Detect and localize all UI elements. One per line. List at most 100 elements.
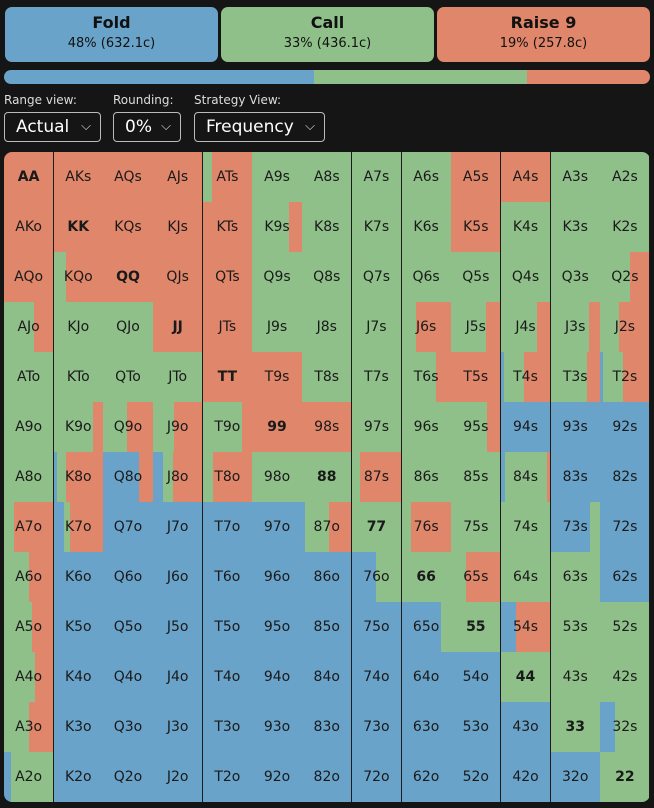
hand-cell-TT[interactable]: TT [202,352,253,403]
hand-cell-Q5s[interactable]: Q5s [451,252,502,303]
hand-cell-43o[interactable]: 43o [500,702,552,753]
hand-cell-32s[interactable]: 32s [600,702,650,753]
hand-cell-82s[interactable]: 82s [600,452,650,503]
hand-cell-44[interactable]: 44 [500,652,552,703]
hand-cell-42o[interactable]: 42o [500,752,552,802]
hand-cell-Q2s[interactable]: Q2s [600,252,650,303]
hand-cell-KJo[interactable]: KJo [53,302,104,353]
hand-cell-76s[interactable]: 76s [401,502,452,553]
hand-cell-A5s[interactable]: A5s [451,152,502,203]
hand-cell-QTs[interactable]: QTs [202,252,253,303]
hand-cell-K9o[interactable]: K9o [53,402,104,453]
hand-cell-J6s[interactable]: J6s [401,302,452,353]
hand-cell-J9o[interactable]: J9o [153,402,204,453]
hand-cell-A2s[interactable]: A2s [600,152,650,203]
hand-cell-QJo[interactable]: QJo [103,302,154,353]
hand-cell-92o[interactable]: 92o [252,752,303,802]
hand-cell-82o[interactable]: 82o [302,752,353,802]
hand-cell-QJs[interactable]: QJs [153,252,204,303]
hand-cell-72s[interactable]: 72s [600,502,650,553]
hand-cell-K3o[interactable]: K3o [53,702,104,753]
hand-cell-J9s[interactable]: J9s [252,302,303,353]
hand-cell-J6o[interactable]: J6o [153,552,204,603]
hand-cell-93o[interactable]: 93o [252,702,303,753]
hand-cell-J4s[interactable]: J4s [500,302,552,353]
hand-cell-J4o[interactable]: J4o [153,652,204,703]
hand-cell-K4s[interactable]: K4s [500,202,552,253]
hand-cell-ATo[interactable]: ATo [4,352,55,403]
hand-cell-KQo[interactable]: KQo [53,252,104,303]
hand-cell-65o[interactable]: 65o [401,602,452,653]
hand-cell-T6o[interactable]: T6o [202,552,253,603]
hand-cell-K2o[interactable]: K2o [53,752,104,802]
hand-cell-86s[interactable]: 86s [401,452,452,503]
hand-cell-95o[interactable]: 95o [252,602,303,653]
hand-cell-A8o[interactable]: A8o [4,452,55,503]
hand-cell-Q8o[interactable]: Q8o [103,452,154,503]
hand-cell-AQs[interactable]: AQs [103,152,154,203]
strategy-view-select[interactable]: Frequency ⌵ [194,112,325,142]
hand-cell-92s[interactable]: 92s [600,402,650,453]
hand-cell-J3o[interactable]: J3o [153,702,204,753]
hand-cell-J7o[interactable]: J7o [153,502,204,553]
hand-cell-KTs[interactable]: KTs [202,202,253,253]
hand-cell-JTo[interactable]: JTo [153,352,204,403]
hand-cell-32o[interactable]: 32o [550,752,601,802]
hand-cell-A8s[interactable]: A8s [302,152,353,203]
hand-cell-K8o[interactable]: K8o [53,452,104,503]
hand-cell-64s[interactable]: 64s [500,552,552,603]
hand-cell-J8o[interactable]: J8o [153,452,204,503]
hand-cell-AJs[interactable]: AJs [153,152,204,203]
hand-cell-T5o[interactable]: T5o [202,602,253,653]
hand-cell-A3s[interactable]: A3s [550,152,601,203]
hand-cell-J8s[interactable]: J8s [302,302,353,353]
hand-cell-52o[interactable]: 52o [451,752,502,802]
hand-cell-74s[interactable]: 74s [500,502,552,553]
hand-cell-QTo[interactable]: QTo [103,352,154,403]
range-view-select[interactable]: Actual ⌵ [4,112,101,142]
hand-cell-T3o[interactable]: T3o [202,702,253,753]
hand-cell-QQ[interactable]: QQ [103,252,154,303]
hand-cell-A2o[interactable]: A2o [4,752,55,802]
hand-cell-KK[interactable]: KK [53,202,104,253]
hand-cell-K9s[interactable]: K9s [252,202,303,253]
hand-cell-Q5o[interactable]: Q5o [103,602,154,653]
hand-cell-Q7o[interactable]: Q7o [103,502,154,553]
hand-cell-J7s[interactable]: J7s [351,302,403,353]
hand-cell-83o[interactable]: 83o [302,702,353,753]
fold-action-card[interactable]: Fold 48% (632.1c) [5,7,218,62]
hand-cell-K7o[interactable]: K7o [53,502,104,553]
hand-cell-Q6s[interactable]: Q6s [401,252,452,303]
hand-cell-52s[interactable]: 52s [600,602,650,653]
rounding-select[interactable]: 0% ⌵ [113,112,181,142]
hand-cell-74o[interactable]: 74o [351,652,403,703]
hand-cell-88[interactable]: 88 [302,452,353,503]
hand-cell-63o[interactable]: 63o [401,702,452,753]
hand-cell-AKs[interactable]: AKs [53,152,104,203]
hand-cell-62o[interactable]: 62o [401,752,452,802]
hand-cell-96s[interactable]: 96s [401,402,452,453]
hand-cell-22[interactable]: 22 [600,752,650,802]
hand-cell-J5o[interactable]: J5o [153,602,204,653]
hand-cell-J5s[interactable]: J5s [451,302,502,353]
hand-cell-K5s[interactable]: K5s [451,202,502,253]
hand-cell-94o[interactable]: 94o [252,652,303,703]
hand-cell-A7s[interactable]: A7s [351,152,403,203]
hand-cell-Q9o[interactable]: Q9o [103,402,154,453]
hand-cell-87s[interactable]: 87s [351,452,403,503]
hand-cell-AQo[interactable]: AQo [4,252,55,303]
hand-cell-T9o[interactable]: T9o [202,402,253,453]
hand-cell-73s[interactable]: 73s [550,502,601,553]
hand-cell-33[interactable]: 33 [550,702,601,753]
hand-cell-AJo[interactable]: AJo [4,302,55,353]
hand-cell-J2o[interactable]: J2o [153,752,204,802]
hand-cell-72o[interactable]: 72o [351,752,403,802]
hand-cell-53s[interactable]: 53s [550,602,601,653]
hand-cell-K4o[interactable]: K4o [53,652,104,703]
hand-cell-K2s[interactable]: K2s [600,202,650,253]
hand-cell-Q4o[interactable]: Q4o [103,652,154,703]
hand-cell-K6s[interactable]: K6s [401,202,452,253]
hand-cell-83s[interactable]: 83s [550,452,601,503]
hand-cell-42s[interactable]: 42s [600,652,650,703]
hand-cell-T7s[interactable]: T7s [351,352,403,403]
